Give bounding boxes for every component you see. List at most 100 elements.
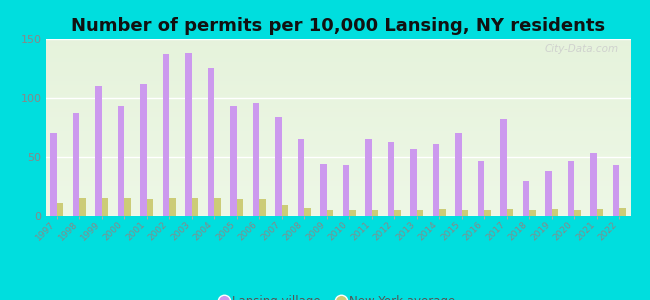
Bar — [46, 159, 630, 161]
Bar — [46, 101, 630, 103]
Bar — [46, 60, 630, 62]
Bar — [46, 193, 630, 195]
Bar — [46, 57, 630, 59]
Bar — [46, 88, 630, 90]
Bar — [46, 198, 630, 200]
Bar — [46, 163, 630, 165]
Bar — [46, 43, 630, 44]
Bar — [46, 133, 630, 135]
Bar — [46, 50, 630, 51]
Bar — [57, 203, 63, 216]
Bar — [46, 82, 630, 83]
Bar — [46, 184, 630, 186]
Bar — [46, 145, 630, 147]
Bar — [46, 143, 630, 145]
Bar — [46, 191, 630, 193]
Bar — [46, 202, 630, 204]
Bar — [73, 113, 79, 216]
Bar — [46, 94, 630, 96]
Bar — [568, 160, 574, 216]
Bar — [507, 209, 513, 216]
Bar — [500, 119, 507, 216]
Bar — [46, 106, 630, 108]
Bar — [462, 210, 468, 216]
Bar — [46, 172, 630, 173]
Bar — [46, 58, 630, 60]
Bar — [46, 62, 630, 64]
Bar — [46, 147, 630, 149]
Bar — [169, 198, 176, 216]
Bar — [46, 138, 630, 140]
Bar — [46, 170, 630, 172]
Bar — [46, 99, 630, 101]
Bar — [365, 139, 372, 216]
Bar — [597, 209, 603, 216]
Bar — [320, 164, 327, 216]
Bar — [46, 103, 630, 104]
Bar — [237, 200, 243, 216]
Bar — [46, 64, 630, 65]
Bar — [552, 209, 558, 216]
Bar — [46, 110, 630, 112]
Bar — [163, 54, 169, 216]
Bar — [46, 118, 630, 120]
Bar — [253, 103, 259, 216]
Bar — [46, 196, 630, 198]
Bar — [46, 104, 630, 106]
Bar — [304, 208, 311, 216]
Bar — [46, 87, 630, 88]
Bar — [46, 71, 630, 73]
Bar — [259, 200, 266, 216]
Bar — [46, 156, 630, 158]
Bar — [46, 120, 630, 122]
Bar — [46, 122, 630, 124]
Bar — [46, 181, 630, 182]
Bar — [46, 44, 630, 46]
Bar — [46, 80, 630, 82]
Bar — [46, 74, 630, 76]
Bar — [46, 112, 630, 113]
Bar — [46, 83, 630, 85]
Bar — [46, 140, 630, 142]
Bar — [46, 85, 630, 87]
Bar — [79, 198, 86, 216]
Bar — [349, 210, 356, 216]
Title: Number of permits per 10,000 Lansing, NY residents: Number of permits per 10,000 Lansing, NY… — [71, 17, 605, 35]
Bar — [46, 51, 630, 53]
Bar — [46, 206, 630, 207]
Bar — [46, 117, 630, 118]
Bar — [231, 106, 237, 216]
Bar — [298, 139, 304, 216]
Bar — [46, 142, 630, 143]
Bar — [523, 181, 529, 216]
Bar — [343, 165, 349, 216]
Bar — [276, 117, 281, 216]
Bar — [46, 73, 630, 74]
Bar — [46, 161, 630, 163]
Bar — [46, 41, 630, 43]
Bar — [46, 113, 630, 115]
Bar — [46, 131, 630, 133]
Bar — [46, 126, 630, 127]
Bar — [478, 160, 484, 216]
Bar — [545, 171, 552, 216]
Bar — [439, 209, 445, 216]
Bar — [46, 46, 630, 48]
Bar — [124, 198, 131, 216]
Bar — [185, 53, 192, 216]
Bar — [96, 86, 102, 216]
Bar — [46, 39, 630, 41]
Bar — [46, 212, 630, 214]
Bar — [46, 195, 630, 197]
Bar — [147, 200, 153, 216]
Bar — [46, 78, 630, 80]
Bar — [327, 210, 333, 216]
Bar — [46, 177, 630, 179]
Bar — [46, 200, 630, 202]
Bar — [46, 190, 630, 191]
Bar — [281, 206, 288, 216]
Bar — [140, 84, 147, 216]
Bar — [484, 210, 491, 216]
Bar — [619, 208, 625, 216]
Text: City-Data.com: City-Data.com — [545, 44, 619, 54]
